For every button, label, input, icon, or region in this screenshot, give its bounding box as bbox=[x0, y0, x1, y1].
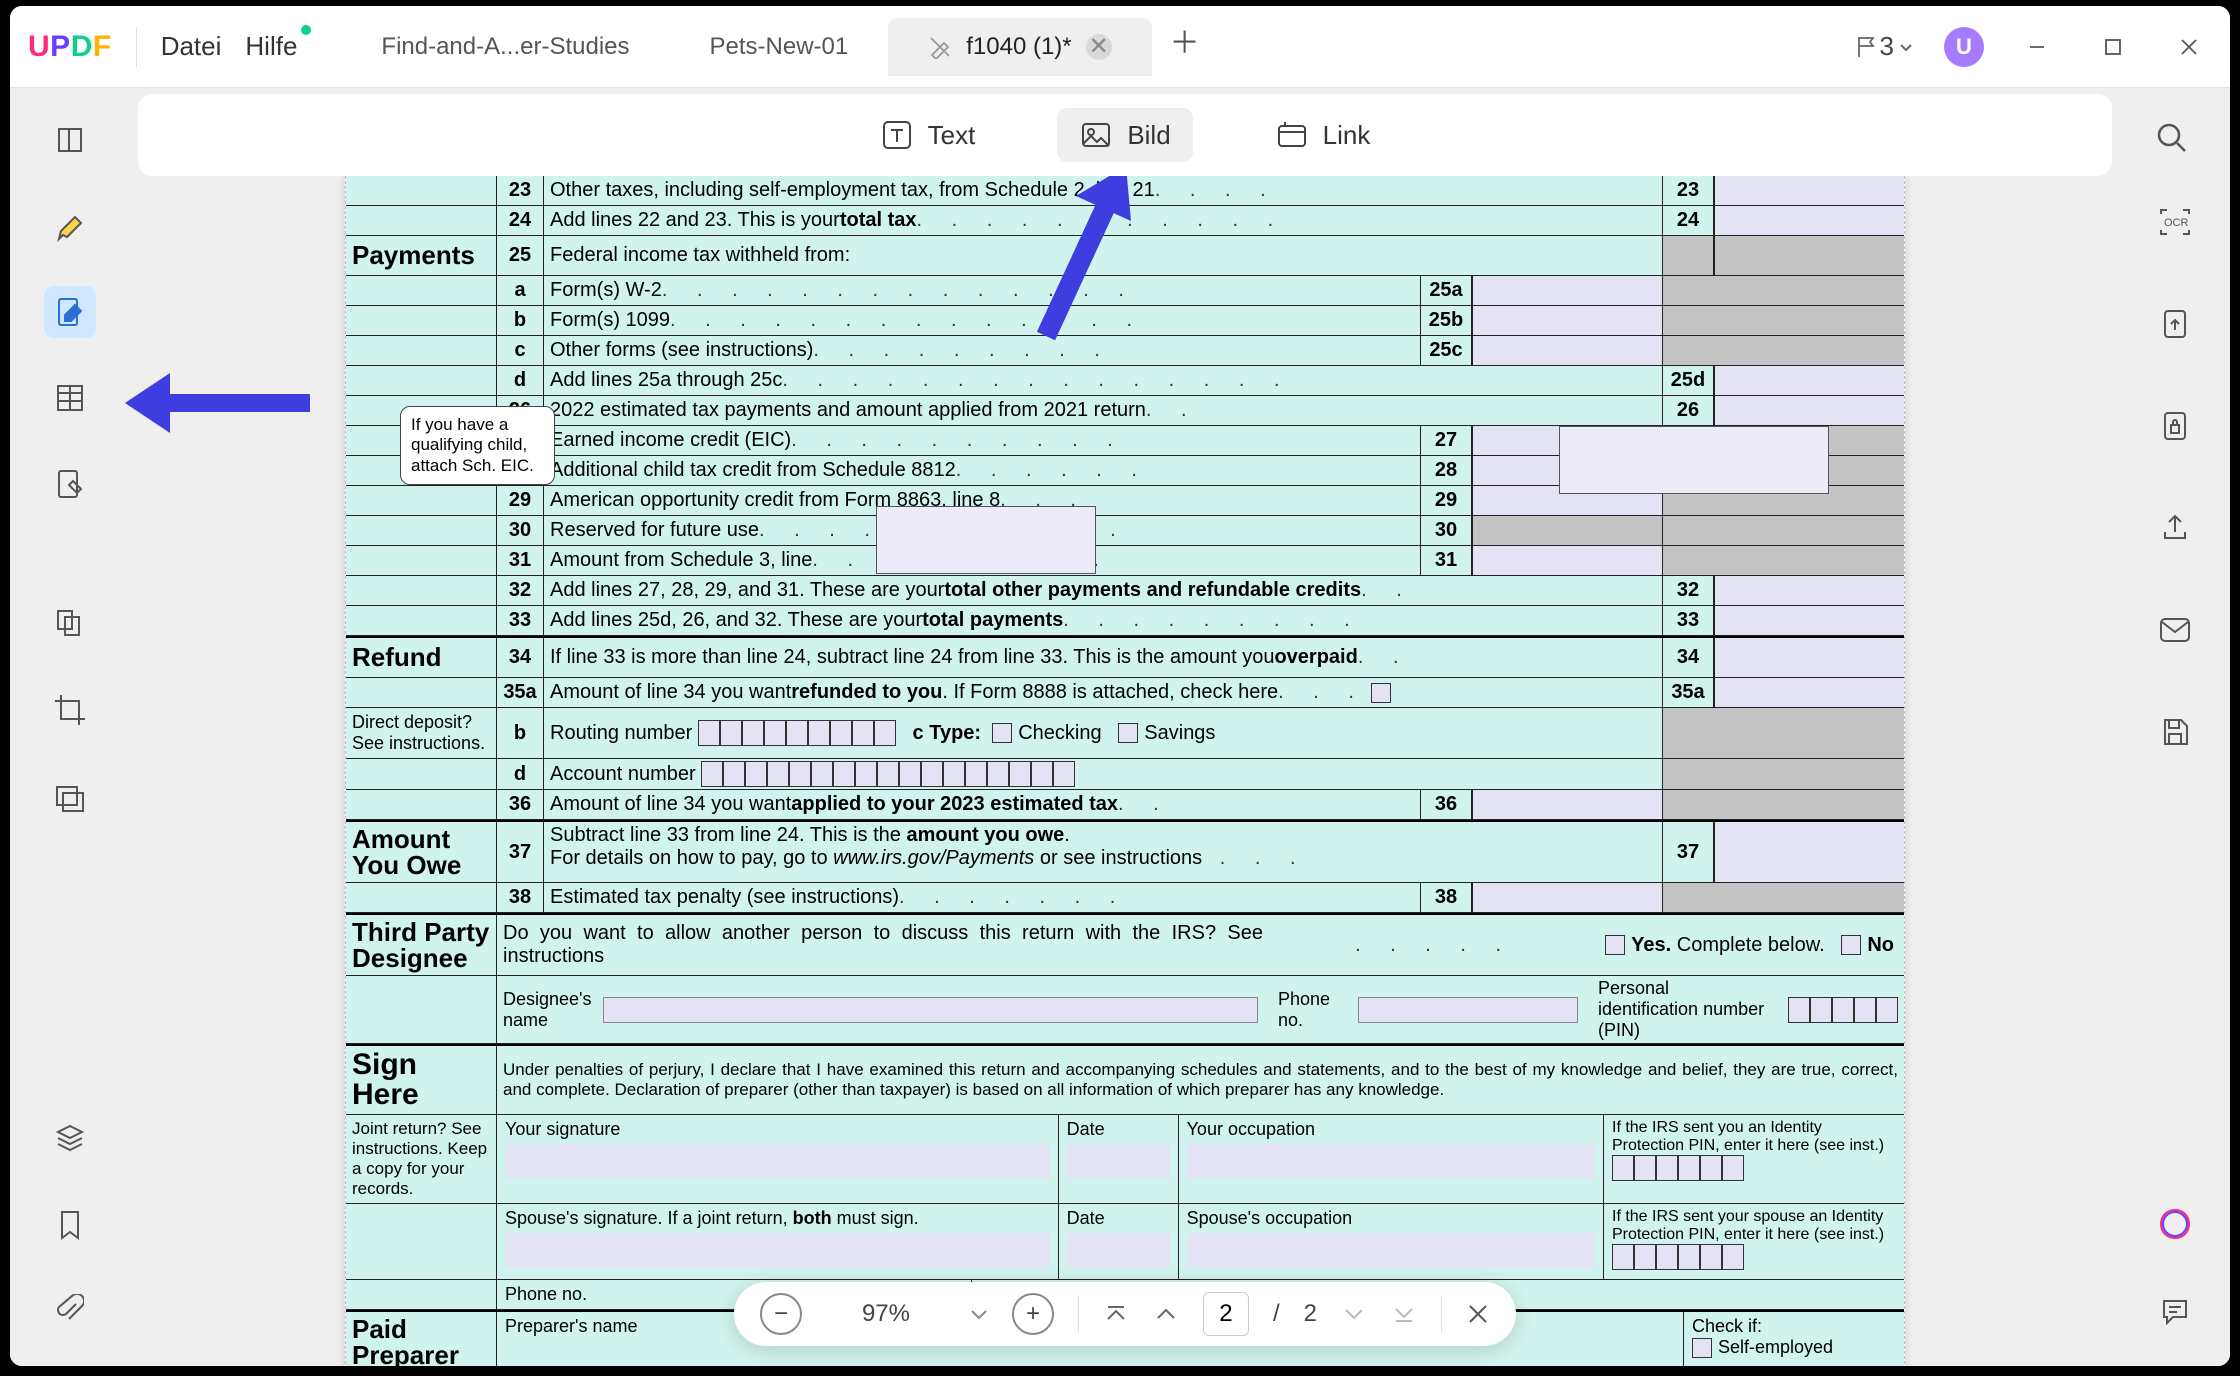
redact-tool[interactable] bbox=[44, 770, 96, 822]
page-view[interactable]: If you have a qualifying child, attach S… bbox=[130, 176, 2120, 1366]
page-total: 2 bbox=[1304, 1300, 1317, 1328]
fill-sign-tool[interactable] bbox=[44, 458, 96, 510]
page-nav-bar: − 97% + / 2 bbox=[734, 1282, 1516, 1346]
eic-callout: If you have a qualifying child, attach S… bbox=[400, 406, 555, 485]
reader-tool[interactable] bbox=[44, 114, 96, 166]
app-logo: UPDF bbox=[28, 30, 112, 64]
edit-toolbar: Text Bild Link bbox=[138, 94, 2112, 176]
zoom-dropdown-icon[interactable] bbox=[970, 1307, 988, 1321]
flag-menu[interactable]: 3 bbox=[1856, 31, 1914, 62]
svg-text:OCR: OCR bbox=[2164, 217, 2189, 229]
signature-box-1[interactable] bbox=[876, 506, 1096, 574]
last-page-button[interactable] bbox=[1391, 1301, 1417, 1327]
titlebar: UPDF Datei Hilfe Find-and-A...er-Studies… bbox=[10, 6, 2230, 88]
convert-button[interactable] bbox=[2151, 300, 2199, 348]
zoom-out-button[interactable]: − bbox=[760, 1293, 802, 1335]
maximize-button[interactable] bbox=[2090, 24, 2136, 70]
tab-1[interactable]: Find-and-A...er-Studies bbox=[341, 18, 669, 76]
sidebar-left bbox=[10, 88, 130, 1366]
sidebar-right: OCR bbox=[2120, 88, 2230, 1366]
ai-button[interactable] bbox=[2151, 1200, 2199, 1248]
form-tool[interactable] bbox=[44, 372, 96, 424]
minimize-button[interactable] bbox=[2014, 24, 2060, 70]
email-button[interactable] bbox=[2151, 606, 2199, 654]
image-tool-button[interactable]: Bild bbox=[1057, 108, 1192, 162]
tab-2[interactable]: Pets-New-01 bbox=[670, 18, 889, 76]
ocr-button[interactable]: OCR bbox=[2151, 198, 2199, 246]
first-page-button[interactable] bbox=[1103, 1301, 1129, 1327]
no-edit-icon bbox=[928, 35, 952, 59]
avatar[interactable]: U bbox=[1944, 27, 1984, 67]
next-page-button[interactable] bbox=[1341, 1301, 1367, 1327]
add-tab[interactable]: ＋ bbox=[1170, 18, 1200, 76]
tab-3-active[interactable]: f1040 (1)* ✕ bbox=[888, 18, 1151, 76]
tabs: Find-and-A...er-Studies Pets-New-01 f104… bbox=[341, 18, 1199, 76]
document-page: If you have a qualifying child, attach S… bbox=[345, 176, 1905, 1366]
protect-button[interactable] bbox=[2151, 402, 2199, 450]
tab-close[interactable]: ✕ bbox=[1086, 34, 1112, 60]
signature-box-2[interactable] bbox=[1559, 426, 1829, 494]
text-tool-button[interactable]: Text bbox=[858, 108, 998, 162]
crop-tool[interactable] bbox=[44, 684, 96, 736]
zoom-in-button[interactable]: + bbox=[1012, 1293, 1054, 1335]
save-button[interactable] bbox=[2151, 708, 2199, 756]
highlight-tool[interactable] bbox=[44, 200, 96, 252]
link-tool-button[interactable]: Link bbox=[1253, 108, 1393, 162]
share-button[interactable] bbox=[2151, 504, 2199, 552]
page-number-input[interactable] bbox=[1203, 1292, 1249, 1336]
close-button[interactable] bbox=[2166, 24, 2212, 70]
tutorial-arrow-2 bbox=[1016, 176, 1146, 346]
prev-page-button[interactable] bbox=[1153, 1301, 1179, 1327]
organize-tool[interactable] bbox=[44, 598, 96, 650]
search-button[interactable] bbox=[2148, 114, 2196, 162]
menu-file[interactable]: Datei bbox=[161, 31, 222, 62]
attachment-tool[interactable] bbox=[44, 1284, 96, 1336]
bookmark-tool[interactable] bbox=[44, 1198, 96, 1250]
close-pagebar-button[interactable] bbox=[1466, 1302, 1490, 1326]
edit-tool[interactable] bbox=[44, 286, 96, 338]
menu-help[interactable]: Hilfe bbox=[245, 31, 297, 62]
layers-tool[interactable] bbox=[44, 1112, 96, 1164]
zoom-level[interactable]: 97% bbox=[826, 1300, 946, 1328]
divider bbox=[136, 27, 137, 67]
comment-button[interactable] bbox=[2151, 1288, 2199, 1336]
